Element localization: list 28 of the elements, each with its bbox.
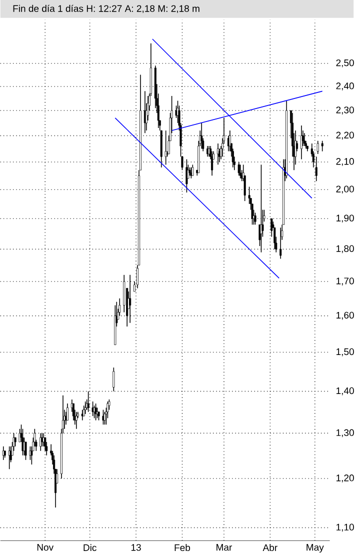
x-tick-label: Abr xyxy=(262,544,278,552)
y-tick-label: 1,40 xyxy=(336,387,354,396)
x-tick-label: 13 xyxy=(132,544,142,551)
candlestick xyxy=(186,158,188,193)
y-tick-label: 1,70 xyxy=(336,278,354,286)
y-tick-label: 1,60 xyxy=(336,312,354,320)
y-tick-label: 2,40 xyxy=(336,82,354,90)
x-tick-label: May xyxy=(306,544,324,553)
x-tick-label: Mar xyxy=(216,544,232,551)
y-tick-label: 2,20 xyxy=(336,132,354,140)
y-tick-label: 1,20 xyxy=(336,474,354,482)
y-tick-label: 1,50 xyxy=(336,348,354,356)
y-tick-label: 2,10 xyxy=(336,158,354,166)
candlestick xyxy=(123,274,126,313)
y-tick-label: 2,00 xyxy=(336,186,354,194)
y-tick-label: 1,10 xyxy=(336,524,354,532)
y-tick-label: 2,50 xyxy=(336,59,354,68)
x-tick-label: Feb xyxy=(174,544,190,552)
chart-title: Fin de día 1 días H: 12:27 A: 2,18 M: 2,18 m xyxy=(13,4,200,14)
candlestick xyxy=(321,140,324,152)
y-tick-label: 2,30 xyxy=(336,106,354,114)
x-tick-label: Dic xyxy=(84,544,97,552)
candlestick xyxy=(129,274,132,324)
y-tick-label: 1,90 xyxy=(336,214,354,223)
x-tick-label: Nov xyxy=(38,544,54,551)
y-tick-label: 1,30 xyxy=(336,429,354,438)
y-tick-label: 1,80 xyxy=(336,245,354,254)
candlestick xyxy=(112,367,115,392)
